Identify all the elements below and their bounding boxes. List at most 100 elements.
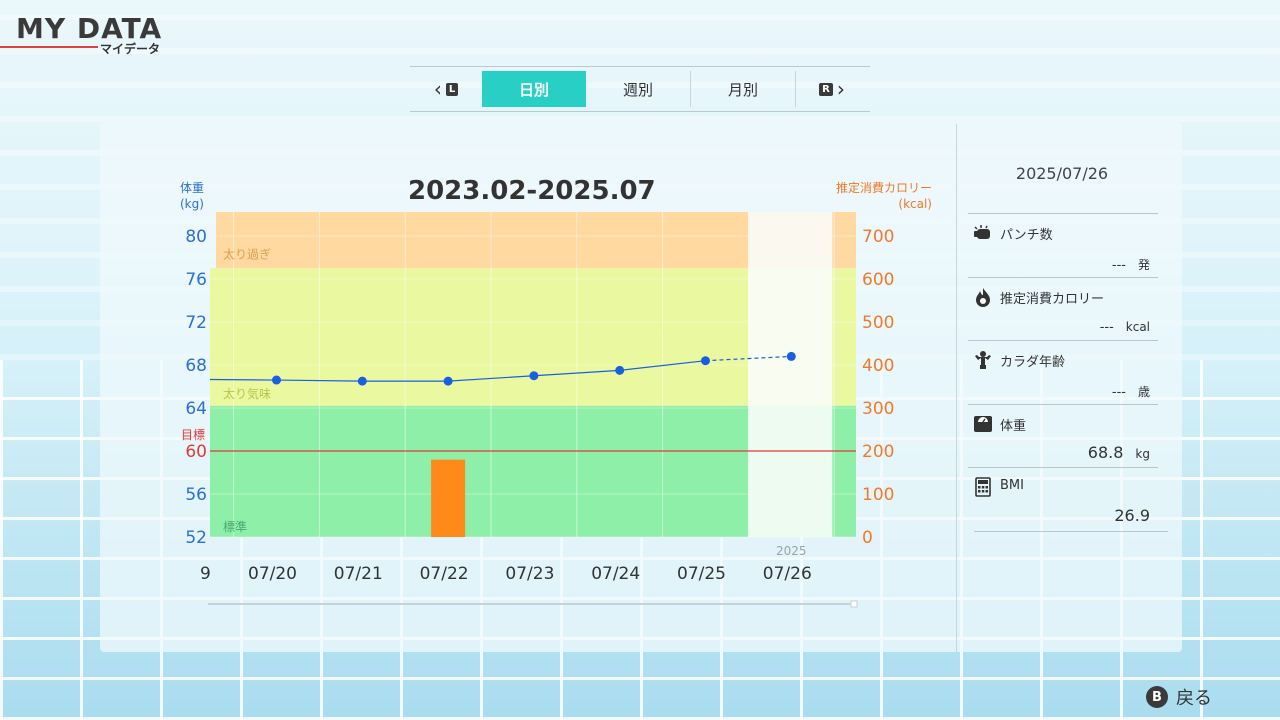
x-tick-label: 07/25 (677, 564, 726, 584)
x-tick-label: 07/24 (591, 564, 640, 584)
chart-scroll-thumb (850, 600, 858, 608)
right-tick-label: 200 (862, 442, 894, 462)
x-tick-label: 07/22 (420, 564, 469, 584)
left-tick-label: 72 (185, 313, 207, 333)
year-label: 2025 (776, 544, 807, 558)
zone-label: 太り気味 (223, 386, 271, 401)
x-tick-label: 07/26 (763, 564, 812, 584)
stat-label: カラダ年齢 (1000, 355, 1066, 370)
right-axis-title-line: 推定消費カロリー (835, 181, 932, 195)
selected-day-highlight (748, 212, 833, 537)
stat-number: --- (1111, 258, 1126, 273)
x-tick-label: 07/21 (334, 564, 383, 584)
right-tick-label: 700 (862, 227, 894, 247)
stat-row: カラダ年齢 --- 歳 (968, 341, 1164, 401)
stat-unit: 歳 (1137, 385, 1150, 399)
stat-value: --- 歳 (1112, 383, 1150, 400)
page-title: MY DATA (16, 12, 163, 45)
stat-divider (968, 340, 1158, 341)
flame-icon (972, 286, 994, 308)
back-label: 戻る (1176, 688, 1212, 709)
goal-label: 目標 (181, 428, 206, 442)
stat-number: 26.9 (1114, 506, 1150, 525)
prev-tab-button[interactable]: ‹ L (410, 71, 482, 107)
stat-label: 推定消費カロリー (1000, 292, 1105, 307)
left-tick-label: 64 (185, 399, 207, 419)
stat-value: --- kcal (1100, 320, 1150, 335)
weight-point (272, 375, 281, 385)
stat-divider (968, 404, 1158, 405)
x-tick-label: 07/23 (505, 564, 554, 584)
stat-row: BMI 26.9 (968, 468, 1164, 528)
x-tick-label-partial: 9 (200, 564, 211, 584)
weight-point (786, 351, 796, 361)
stat-divider (968, 213, 1158, 214)
punch-icon (972, 222, 994, 244)
tab-daily[interactable]: 日別 (482, 71, 586, 107)
stat-value: --- 発 (1112, 256, 1150, 273)
stat-divider (974, 531, 1168, 532)
weight-point (529, 371, 539, 381)
chevron-left-icon: ‹ (433, 77, 442, 101)
left-tick-label: 68 (185, 356, 207, 376)
selected-date: 2025/07/26 (1015, 164, 1109, 183)
left-axis-title: 体重 (kg) (180, 180, 204, 212)
weight-point (357, 376, 367, 386)
stat-divider (968, 467, 1158, 468)
stat-row: パンチ数 --- 発 (968, 214, 1164, 274)
calculator-icon (972, 476, 994, 498)
stat-unit: kg (1135, 447, 1150, 461)
title-underline (0, 46, 98, 48)
tab-weekly[interactable]: 週別 (586, 71, 691, 107)
right-tick-label: 0 (862, 528, 873, 548)
right-tick-label: 500 (862, 313, 894, 333)
panel-divider (956, 124, 957, 652)
next-tab-button[interactable]: R › (796, 71, 868, 107)
page-subtitle: マイデータ (100, 42, 161, 56)
b-button-badge: B (1146, 686, 1168, 708)
stat-label: 体重 (1000, 419, 1027, 434)
left-tick-label: 76 (185, 270, 207, 290)
back-button[interactable]: B 戻る (1146, 684, 1212, 710)
right-tick-label: 100 (862, 485, 894, 505)
stat-number: --- (1099, 320, 1114, 335)
left-tick-label: 80 (185, 227, 207, 247)
left-axis-unit: (kg) (180, 197, 204, 211)
stat-label: BMI (1000, 478, 1024, 493)
weight-point (701, 356, 710, 366)
right-tick-label: 300 (862, 399, 894, 419)
chevron-right-icon: › (836, 77, 845, 101)
x-tick-label: 07/20 (248, 564, 297, 584)
stat-unit: kcal (1125, 320, 1150, 334)
stat-number: 68.8 (1087, 443, 1124, 462)
left-tick-label: 56 (185, 485, 207, 505)
stat-value: 26.9 (1114, 506, 1150, 525)
right-tick-label: 400 (862, 356, 894, 376)
scale-icon (972, 413, 994, 435)
l-button-badge: L (445, 82, 459, 96)
r-button-badge: R (819, 82, 833, 96)
period-tabs: ‹ L 日別 週別 月別 R › (410, 66, 870, 112)
left-tick-label: 60 (185, 442, 207, 462)
right-axis-unit: (kcal) (898, 197, 932, 211)
muscle-icon (972, 349, 994, 371)
stat-row: 体重 68.8 kg (968, 405, 1164, 465)
calorie-bar (431, 459, 466, 537)
left-axis-title-line: 体重 (180, 181, 205, 195)
stat-divider (968, 277, 1158, 278)
chart-title: 2023.02-2025.07 (408, 176, 656, 206)
stat-label: パンチ数 (1000, 228, 1053, 243)
left-tick-label: 52 (185, 528, 207, 548)
right-tick-label: 600 (862, 270, 894, 290)
stat-value: 68.8 kg (1088, 443, 1150, 462)
stat-row: 推定消費カロリー --- kcal (968, 278, 1164, 338)
zone-label: 太り過ぎ (223, 246, 271, 261)
weight-line-projection (705, 355, 792, 362)
stat-unit: 発 (1137, 258, 1150, 272)
tab-monthly[interactable]: 月別 (691, 71, 796, 107)
zone-label: 標準 (223, 519, 247, 534)
weight-point (443, 376, 453, 386)
right-axis-title: 推定消費カロリー (kcal) (826, 180, 932, 212)
stat-number: --- (1111, 385, 1126, 400)
